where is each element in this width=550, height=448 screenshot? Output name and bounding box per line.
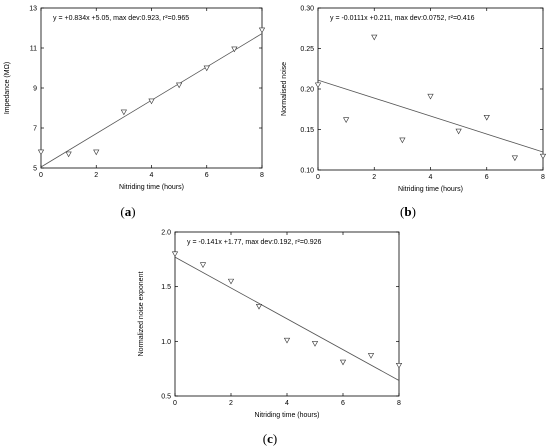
- x-tick-label: 4: [429, 174, 433, 181]
- x-tick-label: 6: [341, 400, 345, 407]
- y-tick-label: 0.15: [300, 127, 314, 134]
- x-tick-label: 2: [229, 400, 233, 407]
- plot-frame: [317, 7, 544, 171]
- y-tick-label: 13: [29, 6, 37, 13]
- y-tick-label: 2.0: [161, 230, 171, 237]
- data-point: [539, 153, 547, 160]
- data-point: [148, 98, 155, 105]
- x-tick-label: 8: [541, 174, 545, 181]
- y-axis-label: Impedance (MΩ): [4, 62, 11, 114]
- x-tick-label: 6: [205, 172, 209, 179]
- data-point: [93, 149, 100, 156]
- x-tick-label: 0: [173, 400, 177, 407]
- fit-line: [174, 256, 400, 381]
- data-point: [199, 262, 207, 269]
- data-point: [339, 359, 347, 366]
- y-tick-label: 0.25: [300, 46, 314, 53]
- x-tick-label: 6: [485, 174, 489, 181]
- y-axis-label: Normalised noise: [281, 62, 288, 116]
- panel-label-a: (a): [120, 204, 135, 219]
- data-point: [395, 363, 403, 369]
- y-tick-label: 0.30: [300, 6, 314, 13]
- x-axis-label: Nitriding time (hours): [255, 412, 320, 419]
- plot-frame: [40, 7, 263, 169]
- fit-line: [317, 79, 544, 153]
- y-tick-label: 0.10: [300, 168, 314, 175]
- panel-label-b: (b): [400, 204, 416, 219]
- data-point: [37, 149, 45, 156]
- data-point: [65, 151, 72, 158]
- data-point: [255, 303, 263, 310]
- y-tick-label: 9: [33, 86, 37, 93]
- y-tick-label: 7: [33, 126, 37, 133]
- data-point: [399, 137, 406, 144]
- chart-panel-a: 0 2 4 6 8 5 7 9 11 13 Nitriding time (hours) Impeda…: [4, 6, 266, 191]
- x-tick-label: 4: [285, 400, 289, 407]
- y-tick-label: 0.20: [300, 87, 314, 94]
- x-tick-label: 8: [397, 400, 401, 407]
- y-tick-label: 1.5: [161, 284, 171, 291]
- data-point: [371, 34, 378, 41]
- data-point: [511, 155, 518, 162]
- panel-label-c: (c): [263, 431, 277, 446]
- data-point: [258, 27, 266, 34]
- data-point: [455, 128, 462, 135]
- chart-panel-b: 0 2 4 6 8 0.10 0.15 0.20 0.25 0.30 Nitriding time …: [281, 6, 547, 193]
- x-axis-label: Nitriding time (hours): [119, 184, 184, 191]
- data-point: [120, 109, 127, 116]
- data-point: [311, 341, 319, 347]
- x-tick-label: 0: [39, 172, 43, 179]
- y-tick-label: 11: [30, 46, 37, 53]
- x-tick-label: 0: [316, 174, 320, 181]
- x-tick-label: 4: [150, 172, 154, 179]
- fit-equation: y = +0.834x +5.05, max dev:0.923, r²=0.9…: [53, 15, 189, 22]
- data-point: [343, 117, 350, 123]
- y-tick-label: 5: [33, 166, 37, 173]
- data-point: [176, 82, 183, 89]
- chart-panel-c: 0 2 4 6 8 0.5 1.0 1.5 2.0 Nitriding time (hours) N…: [138, 230, 403, 419]
- data-point: [203, 65, 210, 72]
- fit-equation: y = -0.0111x +0.211, max dev:0.0752, r²=…: [330, 15, 475, 22]
- fit-equation: y = -0.141x +1.77, max dev:0.192, r²=0.9…: [187, 239, 322, 246]
- data-point: [314, 82, 322, 89]
- data-point: [427, 93, 434, 100]
- x-axis-label: Nitriding time (hours): [398, 186, 463, 193]
- data-point: [227, 278, 235, 285]
- y-tick-label: 1.0: [161, 339, 171, 346]
- data-point: [483, 114, 490, 121]
- data-point: [367, 353, 375, 359]
- plot-frame: [174, 231, 400, 397]
- x-tick-label: 2: [94, 172, 98, 179]
- data-point: [171, 251, 179, 258]
- y-axis-label: Normalized noise exponent: [138, 272, 145, 357]
- x-tick-label: 8: [260, 172, 264, 179]
- data-point: [231, 46, 238, 53]
- y-tick-label: 0.5: [161, 394, 171, 401]
- data-point: [283, 337, 291, 344]
- x-tick-label: 2: [372, 174, 376, 181]
